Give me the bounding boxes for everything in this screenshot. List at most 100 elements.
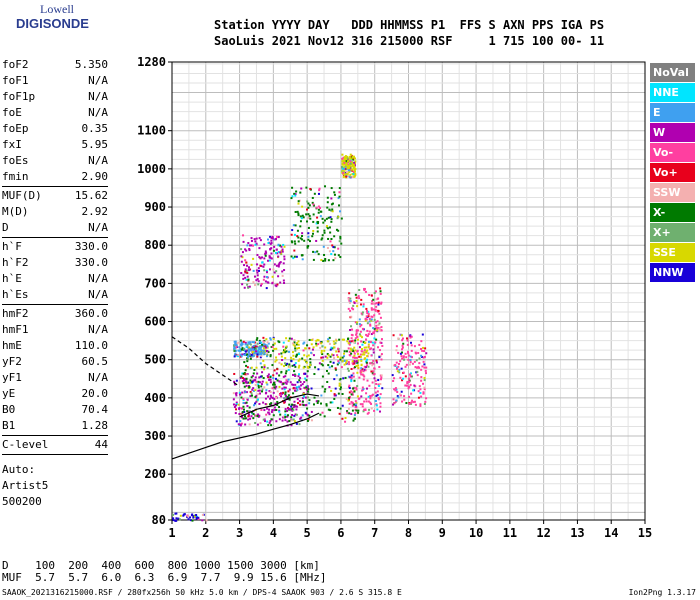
echo-point [258,392,261,395]
echo-point [255,400,258,403]
echo-point [308,402,311,405]
echo-point [250,366,253,369]
echo-point [338,195,341,198]
echo-point [258,247,261,250]
echo-point [255,380,258,383]
echo-point [367,333,370,336]
echo-point [338,379,341,382]
echo-point [326,227,329,230]
echo-point [422,392,425,395]
echo-point [376,408,379,411]
echo-point [302,392,305,395]
autoscaling-mode-line: 500200 [2,495,42,508]
echo-point [270,346,273,349]
echo-point [284,375,287,378]
param-value: 0.35 [81,122,109,135]
echo-point [423,376,426,379]
echo-point [348,391,351,394]
echo-point [301,400,304,403]
echo-point [260,408,263,411]
echo-point [326,340,329,343]
echo-point [175,512,178,515]
param-row-d: D N/A [2,220,108,236]
echo-point [243,377,246,380]
echo-point [357,364,360,367]
param-value: 70.4 [81,403,109,416]
echo-point [279,413,282,416]
echo-point [334,338,337,341]
echo-point [357,366,360,369]
echo-point [369,324,372,327]
echo-point [313,373,316,376]
echo-point [304,347,307,350]
echo-point [265,287,268,290]
echo-point [275,420,278,423]
echo-point [343,163,346,166]
param-separator [2,237,108,238]
echo-point [189,516,192,519]
echo-point [290,255,293,258]
echo-point [372,332,375,335]
echo-point [326,246,329,249]
echo-point [252,413,255,416]
echo-point [309,361,312,364]
echo-point [291,407,294,410]
echo-point [187,518,190,521]
echo-point [423,363,426,366]
echo-point [269,354,272,357]
y-tick-label: 1280 [137,55,166,69]
echo-point [315,222,318,225]
echo-point [317,208,320,211]
x-tick-label: 10 [469,526,483,540]
echo-point [372,373,375,376]
echo-point [331,210,334,213]
echo-point [364,369,367,372]
echo-point [259,347,262,350]
echo-point [291,409,294,412]
param-key: hmF2 [2,307,29,320]
echo-point [307,245,310,248]
echo-point [291,383,294,386]
echo-point [248,285,251,288]
echo-point [254,383,257,386]
x-tick-label: 5 [304,526,311,540]
echo-point [245,379,248,382]
echo-point [294,405,297,408]
echo-point [245,261,248,264]
echo-point [245,381,248,384]
param-key: D [2,221,9,234]
echo-point [276,403,279,406]
echo-point [301,238,304,241]
echo-point [274,284,277,287]
echo-point [257,384,260,387]
echo-point [350,337,353,340]
echo-point [309,187,312,190]
echo-point [287,390,290,393]
echo-point [286,414,289,417]
echo-point [321,217,324,220]
echo-point [232,398,235,401]
echo-point [316,338,319,341]
echo-point [283,386,286,389]
echo-point [344,417,347,420]
legend-item-nnw: NNW [650,263,695,282]
echo-point [297,212,300,215]
echo-point [360,359,363,362]
echo-point [370,319,373,322]
echo-point [352,375,355,378]
echo-point [301,258,304,261]
echo-point [293,420,296,423]
param-key: h`F2 [2,256,29,269]
echo-point [291,229,294,232]
software-version: Ion2Png 1.3.17 [628,588,696,597]
param-key: foEs [2,154,29,167]
echo-point [294,224,297,227]
echo-point [241,412,244,415]
echo-point [362,305,365,308]
echo-point [365,346,368,349]
echo-point [252,341,255,344]
echo-point [300,384,303,387]
echo-point [237,423,240,426]
echo-point [374,391,377,394]
echo-point [257,349,260,352]
